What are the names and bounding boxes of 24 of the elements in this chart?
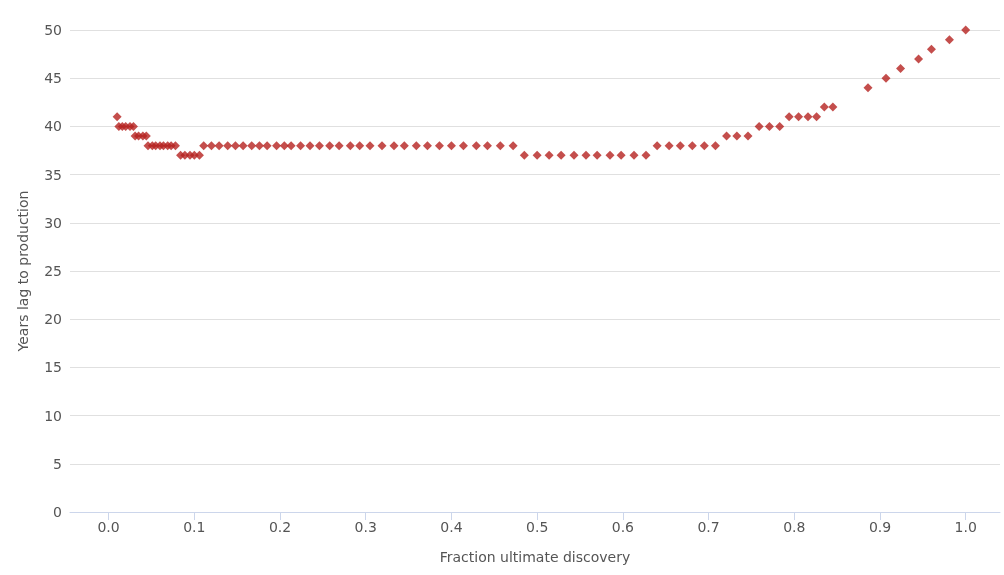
y-tick-label: 5 — [53, 455, 62, 472]
x-tick-label: 0.8 — [783, 519, 806, 535]
x-tick-label: 0.4 — [440, 519, 463, 535]
x-tick-label: 0.3 — [354, 519, 377, 535]
x-tick-label: 1.0 — [954, 519, 977, 535]
y-tick-label: 45 — [44, 70, 62, 87]
y-tick-label: 15 — [44, 359, 62, 376]
y-tick-label: 10 — [44, 407, 62, 424]
y-tick-label: 0 — [53, 504, 62, 520]
x-axis-title: Fraction ultimate discovery — [439, 549, 631, 565]
x-tick-label: 0.1 — [183, 519, 206, 535]
y-tick-label: 30 — [44, 214, 62, 231]
x-tick-label: 0.5 — [526, 519, 549, 535]
y-tick-label: 20 — [44, 311, 62, 328]
x-tick-label: 0.7 — [697, 519, 720, 535]
x-tick-label: 0.0 — [97, 519, 120, 535]
x-tick-label: 0.6 — [611, 519, 635, 535]
y-tick-label: 50 — [44, 22, 62, 38]
y-tick-label: 40 — [44, 118, 62, 135]
y-tick-label: 25 — [44, 263, 62, 279]
y-axis-title: Years lag to production — [15, 190, 31, 353]
x-tick-label: 0.9 — [868, 519, 892, 535]
x-tick-label: 0.2 — [268, 519, 292, 535]
y-tick-label: 35 — [44, 166, 62, 183]
